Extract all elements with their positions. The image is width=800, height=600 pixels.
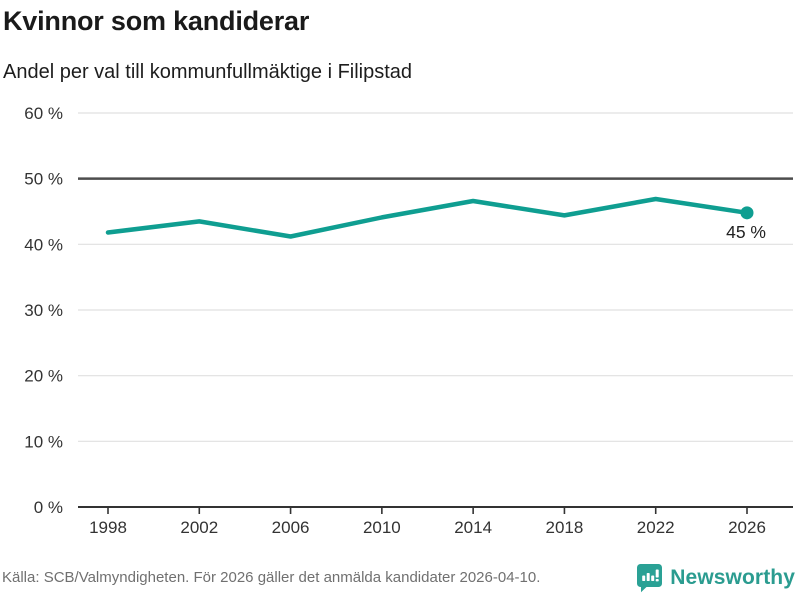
y-tick-label: 60 % bbox=[24, 104, 63, 123]
x-tick-label: 2018 bbox=[546, 518, 584, 537]
brand: Newsworthy bbox=[636, 563, 795, 593]
y-tick-label: 30 % bbox=[24, 301, 63, 320]
x-tick-label: 2010 bbox=[363, 518, 401, 537]
y-tick-label: 10 % bbox=[24, 432, 63, 451]
y-tick-label: 40 % bbox=[24, 235, 63, 254]
end-point-label: 45 % bbox=[726, 222, 766, 242]
data-line bbox=[105, 196, 750, 239]
y-tick-label: 50 % bbox=[24, 170, 63, 189]
newsworthy-logo-icon bbox=[637, 564, 663, 593]
footer: Källa: SCB/Valmyndigheten. För 2026 gäll… bbox=[2, 562, 795, 594]
x-tick-label: 2026 bbox=[728, 518, 766, 537]
page-title: Kvinnor som kandiderar bbox=[3, 6, 310, 36]
x-tick-label: 2014 bbox=[454, 518, 492, 537]
logo-bars bbox=[642, 569, 659, 582]
x-tick-label: 2022 bbox=[637, 518, 675, 537]
y-tick-label: 20 % bbox=[24, 367, 63, 386]
x-tick-label: 2002 bbox=[180, 518, 218, 537]
data-point-end bbox=[740, 206, 754, 220]
x-tick-label: 1998 bbox=[89, 518, 127, 537]
y-tick-label: 0 % bbox=[34, 498, 63, 517]
chart-area: 0 % 10 % 20 % 30 % 40 % 50 % 60 % 1998 2002 2006 2… bbox=[0, 95, 800, 555]
x-tick-label: 2006 bbox=[272, 518, 310, 537]
source-note: Källa: SCB/Valmyndigheten. För 2026 gäll… bbox=[2, 569, 541, 586]
brand-name: Newsworthy bbox=[670, 566, 795, 589]
line-chart: 0 % 10 % 20 % 30 % 40 % 50 % 60 % 1998 2002 2006 2… bbox=[24, 104, 793, 537]
chart-subtitle: Andel per val till kommunfullmäktige i F… bbox=[3, 61, 413, 83]
